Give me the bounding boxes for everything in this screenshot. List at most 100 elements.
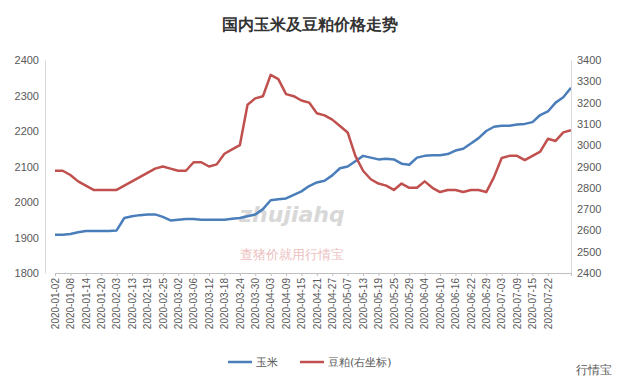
x-tick-mark bbox=[70, 273, 71, 276]
x-tick-mark bbox=[440, 273, 441, 276]
y2-tick: 2600 bbox=[571, 224, 601, 236]
x-tick: 2020-05-25 bbox=[389, 273, 400, 329]
x-tick-mark bbox=[178, 273, 179, 276]
x-tick-mark bbox=[409, 273, 410, 276]
x-tick: 2020-03-06 bbox=[188, 273, 199, 329]
y-tick-label: 2400 bbox=[15, 54, 39, 66]
x-tick-label: 2020-06-10 bbox=[435, 278, 446, 330]
x-tick-label: 2020-07-15 bbox=[527, 278, 538, 330]
watermark-slogan: 查猪价就用行情宝 bbox=[240, 247, 344, 262]
x-tick-label: 2020-06-29 bbox=[481, 278, 492, 330]
x-tick-label: 2020-01-14 bbox=[81, 278, 92, 330]
x-tick-mark bbox=[502, 273, 503, 276]
x-tick-mark bbox=[271, 273, 272, 276]
y2-tick: 2400 bbox=[571, 267, 601, 279]
x-tick-mark bbox=[317, 273, 318, 276]
legend: 玉米 豆粕(右坐标) bbox=[228, 356, 392, 369]
x-tick-label: 2020-02-19 bbox=[142, 278, 153, 330]
x-tick: 2020-05-07 bbox=[342, 273, 353, 329]
x-tick: 2020-01-20 bbox=[96, 273, 107, 329]
x-tick-label: 2020-06-22 bbox=[466, 278, 477, 330]
x-tick-mark bbox=[132, 273, 133, 276]
y-tick: 2400 bbox=[15, 54, 45, 66]
x-tick-mark bbox=[455, 273, 456, 276]
x-tick: 2020-03-18 bbox=[219, 273, 230, 329]
x-tick: 2020-07-15 bbox=[527, 273, 538, 329]
x-tick-mark bbox=[532, 273, 533, 276]
x-tick: 2020-03-30 bbox=[250, 273, 261, 329]
x-tick: 2020-02-03 bbox=[111, 273, 122, 329]
chart: zhujiahq查猪价就用行情宝行情宝国内玉米及豆粕价格走势1800190020… bbox=[0, 0, 619, 381]
x-tick: 2020-06-10 bbox=[435, 273, 446, 329]
y-axis-line bbox=[45, 61, 46, 274]
y-tick: 2000 bbox=[15, 196, 45, 208]
x-tick: 2020-01-14 bbox=[81, 273, 92, 329]
x-axis-line bbox=[56, 274, 572, 277]
x-tick-label: 2020-05-25 bbox=[389, 278, 400, 330]
x-tick-mark bbox=[86, 273, 87, 276]
x-tick-label: 2020-04-15 bbox=[296, 278, 307, 330]
y2-tick: 3100 bbox=[571, 118, 601, 130]
x-tick-mark bbox=[117, 273, 118, 276]
x-tick-mark bbox=[517, 273, 518, 276]
y2-axis: 2400250026002700280029003000310032003300… bbox=[571, 54, 601, 279]
y2-tick: 3400 bbox=[571, 54, 601, 66]
x-tick: 2020-05-13 bbox=[358, 273, 369, 329]
legend-swatch bbox=[300, 361, 324, 364]
y-axis: 1800 1900 2000 2100 2200 2300 2400 bbox=[15, 54, 46, 279]
plot-area bbox=[55, 75, 571, 235]
x-axis: 2020-01-02 2020-01-08 2020-01-14 2020-01-20… bbox=[50, 273, 572, 329]
y2-axis-line bbox=[571, 61, 572, 274]
x-tick-mark bbox=[548, 273, 549, 276]
y-tick: 2200 bbox=[15, 125, 45, 137]
x-tick: 2020-06-04 bbox=[419, 273, 430, 329]
legend-label: 玉米 bbox=[256, 356, 278, 369]
legend-item: 玉米 bbox=[228, 356, 278, 369]
x-tick-mark bbox=[255, 273, 256, 276]
x-tick: 2020-04-03 bbox=[265, 273, 276, 329]
y-tick-label: 2300 bbox=[15, 90, 39, 102]
title: 国内玉米及豆粕价格走势 bbox=[222, 15, 398, 34]
x-tick-label: 2020-03-30 bbox=[250, 278, 261, 330]
x-tick-mark bbox=[147, 273, 148, 276]
y-tick: 2300 bbox=[15, 90, 45, 102]
x-tick: 2020-01-02 bbox=[50, 273, 61, 329]
x-tick-label: 2020-01-02 bbox=[50, 278, 61, 330]
x-tick-mark bbox=[101, 273, 102, 276]
x-tick-mark bbox=[332, 273, 333, 276]
x-tick-mark bbox=[301, 273, 302, 276]
y-tick-label: 1800 bbox=[15, 267, 39, 279]
x-tick-label: 2020-02-03 bbox=[111, 278, 122, 330]
x-tick: 2020-02-19 bbox=[142, 273, 153, 329]
x-tick-mark bbox=[486, 273, 487, 276]
x-tick-label: 2020-01-08 bbox=[65, 278, 76, 330]
x-tick: 2020-04-09 bbox=[281, 273, 292, 329]
x-tick-label: 2020-02-13 bbox=[127, 278, 138, 330]
x-tick-label: 2020-07-03 bbox=[496, 278, 507, 330]
x-tick-label: 2020-03-18 bbox=[219, 278, 230, 330]
y-tick: 2100 bbox=[15, 161, 45, 173]
y2-tick: 2900 bbox=[571, 161, 601, 173]
x-tick-label: 2020-06-04 bbox=[419, 278, 430, 330]
x-tick: 2020-03-12 bbox=[204, 273, 215, 329]
x-tick: 2020-04-15 bbox=[296, 273, 307, 329]
x-tick: 2020-07-22 bbox=[543, 273, 554, 329]
x-tick-label: 2020-03-12 bbox=[204, 278, 215, 330]
y2-tick-label: 2500 bbox=[577, 246, 601, 258]
source: 行情宝 bbox=[576, 363, 612, 377]
legend-swatch bbox=[228, 361, 252, 364]
x-tick-label: 2020-04-03 bbox=[265, 278, 276, 330]
x-tick: 2020-05-19 bbox=[373, 273, 384, 329]
y2-tick-label: 3200 bbox=[577, 97, 601, 109]
y-tick-label: 2000 bbox=[15, 196, 39, 208]
x-tick-mark bbox=[378, 273, 379, 276]
legend-label: 豆粕(右坐标) bbox=[328, 356, 392, 369]
x-tick-mark bbox=[240, 273, 241, 276]
x-tick-label: 2020-05-19 bbox=[373, 278, 384, 330]
y-tick: 1900 bbox=[15, 232, 45, 244]
x-tick: 2020-06-29 bbox=[481, 273, 492, 329]
x-tick: 2020-01-08 bbox=[65, 273, 76, 329]
x-tick: 2020-05-29 bbox=[404, 273, 415, 329]
x-tick-mark bbox=[425, 273, 426, 276]
y2-tick-label: 2700 bbox=[577, 203, 601, 215]
